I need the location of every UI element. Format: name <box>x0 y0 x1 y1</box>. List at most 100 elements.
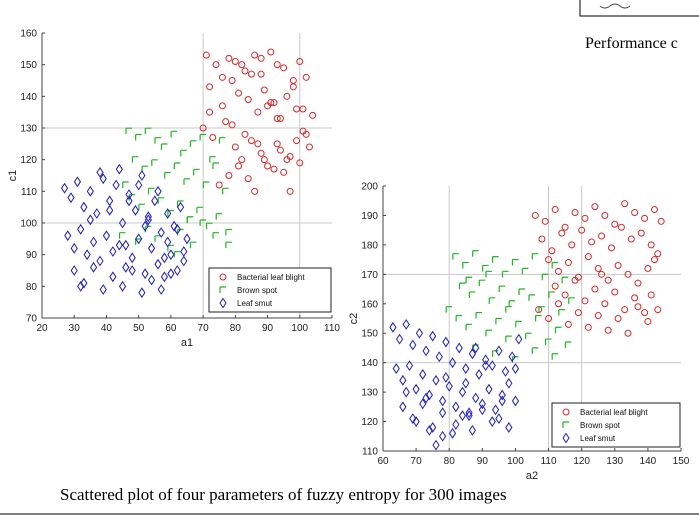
data-point <box>273 115 281 122</box>
data-point <box>135 233 143 245</box>
data-point <box>138 203 145 211</box>
data-point <box>251 51 259 59</box>
data-point <box>458 282 466 290</box>
data-point <box>465 323 473 331</box>
data-point <box>309 111 317 119</box>
data-point <box>488 416 496 427</box>
data-point <box>452 419 460 430</box>
data-point <box>561 291 569 299</box>
data-point <box>118 232 126 239</box>
data-point <box>515 333 523 345</box>
data-point <box>267 99 275 107</box>
data-point <box>644 264 652 272</box>
legend-marker <box>562 432 570 444</box>
data-point <box>399 374 407 386</box>
data-point <box>584 253 592 261</box>
data-point <box>257 149 265 157</box>
data-point <box>225 54 233 62</box>
y-tick-label: 190 <box>361 211 378 222</box>
data-point <box>80 201 88 213</box>
data-point <box>647 291 655 299</box>
y-tick-label: 140 <box>20 92 37 103</box>
data-point <box>86 214 94 226</box>
y-tick-label: 120 <box>20 155 37 166</box>
data-point <box>455 314 463 322</box>
data-point <box>634 303 642 311</box>
chart-a2-c2: 60 70 80 90 100 110 120 130 140 150 110 120 130 140 15… <box>348 182 699 487</box>
data-point <box>109 271 117 283</box>
y-tick-label: 110 <box>362 447 378 458</box>
data-point <box>273 140 281 148</box>
data-point <box>112 179 120 191</box>
data-point <box>280 168 288 176</box>
data-point <box>541 273 549 281</box>
data-point <box>422 345 430 357</box>
data-point <box>548 291 555 298</box>
data-point <box>238 61 246 69</box>
data-point <box>654 306 662 314</box>
data-point <box>611 220 619 228</box>
data-point <box>218 73 226 81</box>
data-point <box>624 270 632 278</box>
data-point <box>409 413 417 425</box>
data-point <box>485 329 492 337</box>
data-point <box>505 422 513 433</box>
x-tick-label: 100 <box>507 456 524 467</box>
data-point <box>554 326 562 334</box>
data-point <box>551 206 559 214</box>
data-point <box>86 185 94 197</box>
data-point <box>544 338 552 346</box>
data-point <box>144 211 152 223</box>
data-point <box>422 392 430 404</box>
data-point <box>511 395 520 407</box>
data-point <box>244 175 252 183</box>
data-point <box>218 102 226 110</box>
data-point <box>412 416 420 427</box>
data-point <box>176 200 184 207</box>
data-point <box>77 280 85 292</box>
data-point <box>482 354 490 366</box>
data-point <box>501 270 509 278</box>
data-point <box>215 213 223 220</box>
data-point <box>254 108 262 116</box>
data-point <box>122 261 130 273</box>
data-point <box>442 371 450 383</box>
data-point <box>225 241 232 249</box>
data-point <box>405 360 414 372</box>
data-point <box>548 247 556 255</box>
data-point <box>554 267 562 275</box>
data-point <box>462 261 469 269</box>
data-point <box>488 360 496 372</box>
x-tick-label: 40 <box>101 323 113 334</box>
data-point <box>634 279 642 287</box>
data-point <box>621 306 629 314</box>
data-point <box>511 363 520 374</box>
data-point <box>647 241 655 249</box>
data-point <box>135 133 142 141</box>
data-point <box>478 279 486 287</box>
data-point <box>564 341 572 348</box>
data-point <box>545 315 553 322</box>
data-point <box>475 311 483 319</box>
data-point <box>554 300 562 308</box>
legend-label: Leaf smut <box>580 434 616 443</box>
data-point <box>180 246 188 257</box>
data-point <box>445 380 453 392</box>
data-point <box>462 363 470 374</box>
y-tick-label: 150 <box>20 60 37 71</box>
data-point <box>193 168 200 176</box>
data-point <box>302 73 310 81</box>
data-point <box>183 178 190 185</box>
data-point <box>164 236 172 248</box>
data-point <box>180 255 188 267</box>
partial-heading: Performance c <box>585 35 678 52</box>
data-point <box>538 306 545 313</box>
data-point <box>538 235 546 243</box>
data-point <box>558 309 565 316</box>
data-point <box>442 336 450 348</box>
data-point <box>402 318 410 330</box>
data-point <box>558 229 566 237</box>
data-point <box>183 233 191 245</box>
data-point <box>247 70 255 78</box>
data-point <box>128 265 136 276</box>
